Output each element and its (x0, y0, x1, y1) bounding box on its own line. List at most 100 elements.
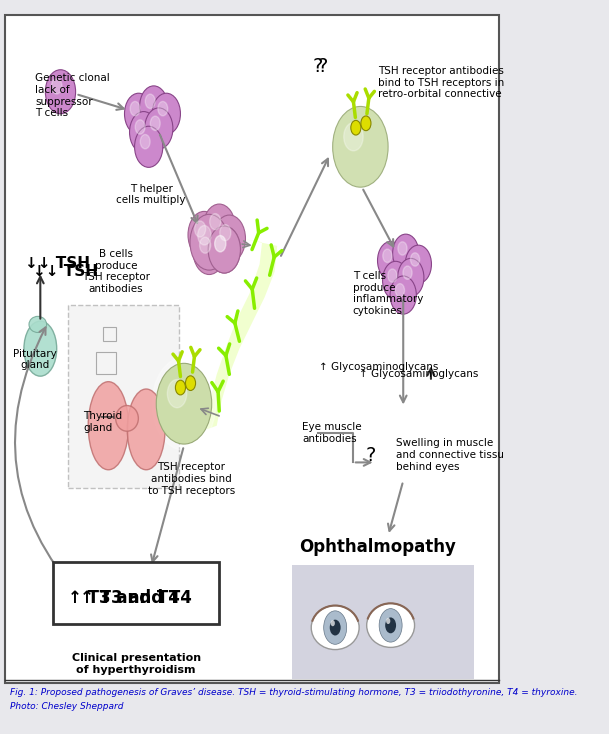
Circle shape (379, 608, 402, 642)
Circle shape (381, 258, 410, 302)
Circle shape (150, 116, 160, 131)
Circle shape (133, 123, 165, 170)
Bar (96, 352, 116, 374)
Circle shape (395, 283, 404, 297)
Ellipse shape (29, 316, 47, 333)
Text: Swelling in muscle
and connective tissues
behind eyes: Swelling in muscle and connective tissue… (396, 438, 516, 472)
Circle shape (130, 112, 158, 153)
Circle shape (186, 376, 195, 390)
Circle shape (388, 273, 418, 317)
Circle shape (187, 210, 231, 275)
Circle shape (146, 94, 155, 109)
Text: ↑ T3 and T4: ↑ T3 and T4 (68, 589, 180, 607)
Circle shape (188, 211, 220, 258)
Circle shape (152, 93, 180, 134)
Text: TSH receptor
antibodies bind
to TSH receptors: TSH receptor antibodies bind to TSH rece… (148, 462, 235, 495)
Circle shape (331, 620, 335, 626)
FancyBboxPatch shape (5, 15, 499, 683)
Text: ?: ? (317, 57, 328, 76)
Circle shape (130, 101, 140, 116)
Circle shape (135, 126, 163, 167)
Circle shape (143, 105, 175, 152)
Circle shape (329, 619, 340, 636)
Circle shape (122, 90, 155, 137)
Circle shape (167, 379, 187, 408)
Ellipse shape (127, 389, 165, 470)
Circle shape (398, 258, 424, 297)
Ellipse shape (24, 321, 57, 376)
Circle shape (158, 101, 167, 116)
Text: Thyroid
gland: Thyroid gland (83, 411, 122, 433)
Text: ↑ T3 and T4: ↑ T3 and T4 (80, 589, 192, 607)
Circle shape (127, 109, 160, 156)
Text: ?: ? (312, 57, 323, 76)
Circle shape (213, 215, 245, 262)
Circle shape (220, 225, 231, 241)
Bar (104, 327, 116, 341)
Text: ↓↓ TSH: ↓↓ TSH (25, 256, 90, 271)
Circle shape (157, 363, 212, 444)
Circle shape (351, 120, 361, 135)
Circle shape (45, 70, 76, 114)
Text: Clinical presentation
of hyperthyroidism: Clinical presentation of hyperthyroidism (71, 653, 200, 675)
Text: Fig. 1: Proposed pathogenesis of Graves’ disease. TSH = thyroid-stimulating horm: Fig. 1: Proposed pathogenesis of Graves’… (10, 688, 577, 697)
Circle shape (175, 380, 186, 395)
FancyBboxPatch shape (292, 565, 474, 679)
Circle shape (198, 225, 211, 245)
Circle shape (328, 101, 392, 193)
Circle shape (378, 241, 404, 280)
Circle shape (361, 116, 371, 131)
Circle shape (208, 226, 241, 273)
Circle shape (124, 93, 153, 134)
Circle shape (51, 79, 62, 94)
Text: ↑ Glycosaminoglycans: ↑ Glycosaminoglycans (319, 362, 438, 372)
Circle shape (385, 617, 396, 633)
Circle shape (206, 222, 243, 277)
Circle shape (343, 123, 363, 151)
Text: T helper
cells multiply: T helper cells multiply (116, 184, 186, 205)
Circle shape (150, 90, 183, 137)
Circle shape (208, 226, 241, 273)
Polygon shape (206, 239, 277, 429)
Circle shape (145, 108, 173, 149)
Circle shape (324, 611, 347, 644)
Circle shape (333, 106, 388, 187)
Circle shape (390, 276, 417, 314)
Circle shape (383, 249, 392, 263)
Circle shape (393, 234, 419, 272)
Text: Ophthalmopathy: Ophthalmopathy (300, 538, 457, 556)
Circle shape (403, 266, 412, 280)
Circle shape (382, 261, 409, 299)
Circle shape (203, 204, 236, 251)
Circle shape (214, 236, 226, 252)
Circle shape (209, 214, 221, 230)
Circle shape (152, 357, 216, 450)
Circle shape (194, 221, 206, 237)
FancyBboxPatch shape (68, 305, 179, 488)
Circle shape (138, 83, 170, 130)
Text: ?: ? (365, 446, 376, 465)
Text: TSH receptor antibodies
bind to TSH receptors in
retro-orbital connective tissue: TSH receptor antibodies bind to TSH rece… (378, 66, 536, 99)
FancyBboxPatch shape (53, 562, 219, 624)
Text: Eye muscle
antibodies: Eye muscle antibodies (303, 422, 362, 444)
Text: ↑ Glycosaminoglycans: ↑ Glycosaminoglycans (359, 369, 479, 379)
Text: B cells
produce
TSH receptor
antibodies: B cells produce TSH receptor antibodies (82, 249, 150, 294)
Circle shape (396, 255, 426, 299)
Text: Photo: Chesley Sheppard: Photo: Chesley Sheppard (10, 702, 124, 711)
Text: Genetic clonal
lack of
suppressor
T cells: Genetic clonal lack of suppressor T cell… (35, 73, 110, 118)
Ellipse shape (311, 606, 359, 650)
Circle shape (391, 231, 421, 275)
Ellipse shape (116, 405, 138, 432)
Circle shape (193, 228, 225, 275)
Circle shape (215, 236, 226, 252)
Circle shape (388, 269, 397, 283)
Circle shape (200, 237, 211, 253)
Circle shape (140, 134, 150, 149)
Circle shape (190, 214, 228, 270)
Ellipse shape (367, 603, 415, 647)
Circle shape (139, 86, 168, 127)
Circle shape (43, 67, 78, 117)
Text: T cells
produce
inflammatory
cytokines: T cells produce inflammatory cytokines (353, 271, 423, 316)
Circle shape (135, 120, 145, 134)
Circle shape (403, 242, 434, 286)
